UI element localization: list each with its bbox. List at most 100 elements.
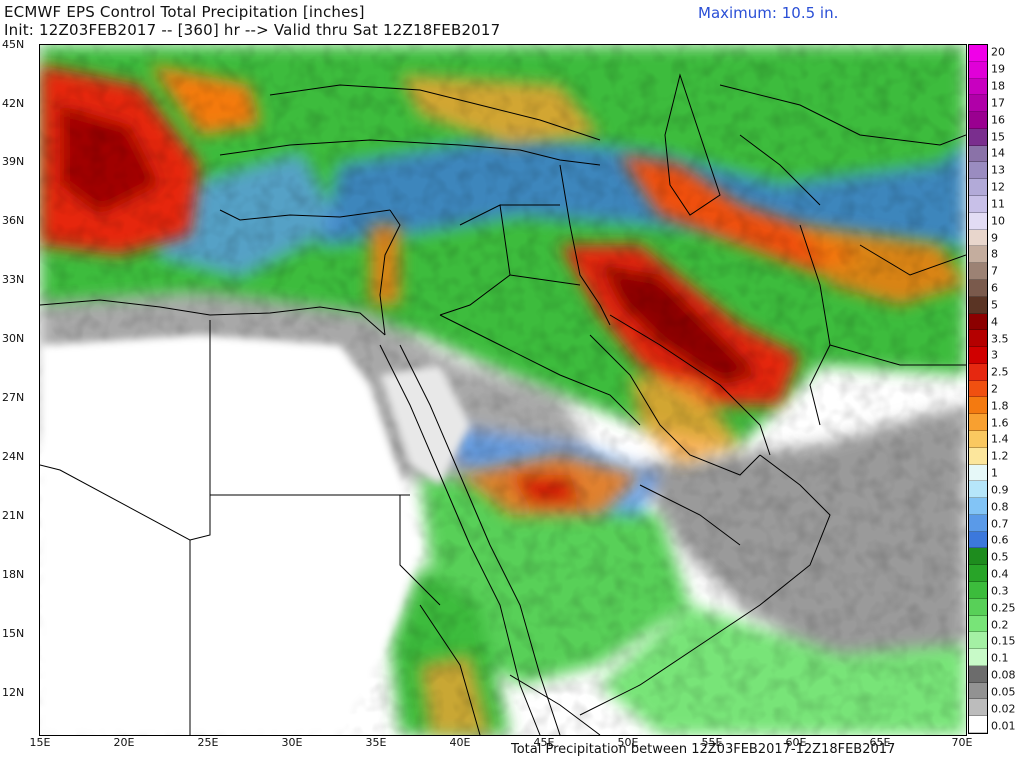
lon-label: 20E bbox=[113, 736, 135, 749]
legend-swatch bbox=[969, 347, 987, 364]
legend-swatch bbox=[969, 397, 987, 415]
legend-swatch bbox=[969, 296, 987, 314]
legend-swatch bbox=[969, 162, 987, 180]
legend-level-label: 1.4 bbox=[991, 432, 1009, 446]
legend-swatch bbox=[969, 565, 987, 582]
legend-swatch bbox=[969, 414, 987, 431]
lat-label: 27N bbox=[2, 391, 25, 404]
legend-swatch bbox=[969, 598, 987, 616]
precipitation-map bbox=[39, 44, 967, 736]
legend-level-label: 2 bbox=[991, 382, 998, 396]
chart-title: ECMWF EPS Control Total Precipitation [i… bbox=[4, 3, 365, 21]
maximum-label: Maximum: 10.5 in. bbox=[698, 4, 839, 22]
legend-swatch bbox=[969, 45, 987, 62]
legend-level-label: 0.1 bbox=[991, 651, 1009, 665]
boundaries bbox=[40, 73, 966, 735]
legend-swatch bbox=[969, 481, 987, 499]
legend-level-label: 0.08 bbox=[991, 668, 1016, 682]
legend-level-label: 0.2 bbox=[991, 618, 1009, 632]
legend-level-label: 9 bbox=[991, 231, 998, 245]
legend-swatch bbox=[969, 229, 987, 247]
lat-label: 36N bbox=[2, 214, 25, 227]
lon-label: 35E bbox=[365, 736, 387, 749]
legend-level-label: 15 bbox=[991, 130, 1005, 144]
legend-level-label: 14 bbox=[991, 146, 1005, 160]
lat-label: 33N bbox=[2, 273, 25, 286]
legend-swatch bbox=[969, 330, 987, 348]
legend-swatch bbox=[969, 246, 987, 264]
legend-swatch bbox=[969, 145, 987, 163]
legend-swatch bbox=[969, 212, 987, 230]
legend-level-label: 0.3 bbox=[991, 584, 1009, 598]
legend-swatch bbox=[969, 363, 987, 381]
legend-level-label: 17 bbox=[991, 96, 1005, 110]
lat-label: 18N bbox=[2, 568, 25, 581]
legend-level-label: 3 bbox=[991, 348, 998, 362]
legend-swatch bbox=[969, 430, 987, 448]
legend-swatch bbox=[969, 128, 987, 146]
legend-swatch bbox=[969, 699, 987, 717]
lat-label: 12N bbox=[2, 686, 25, 699]
lon-label: 55E bbox=[701, 736, 723, 749]
legend-swatch bbox=[969, 179, 987, 197]
lon-label: 60E bbox=[785, 736, 807, 749]
legend-swatch bbox=[969, 464, 987, 482]
legend-swatch bbox=[969, 61, 987, 79]
legend-swatch bbox=[969, 716, 987, 734]
legend-swatch bbox=[969, 649, 987, 666]
legend-level-label: 8 bbox=[991, 247, 998, 261]
lon-label: 15E bbox=[29, 736, 51, 749]
dry-area bbox=[40, 335, 470, 735]
legend-level-label: 0.8 bbox=[991, 500, 1009, 514]
lon-label: 45E bbox=[533, 736, 555, 749]
lon-label: 50E bbox=[617, 736, 639, 749]
legend-level-label: 1.6 bbox=[991, 416, 1009, 430]
precip-period-caption: Total Precipitation between 12Z03FEB2017… bbox=[511, 742, 896, 757]
legend-swatch bbox=[969, 582, 987, 599]
lat-label: 30N bbox=[2, 332, 25, 345]
legend-level-label: 1 bbox=[991, 466, 998, 480]
legend-swatch bbox=[969, 514, 987, 532]
legend-level-label: 1.8 bbox=[991, 399, 1009, 413]
precipitation-map-svg bbox=[40, 45, 966, 735]
legend-level-label: 0.7 bbox=[991, 517, 1009, 531]
legend-level-label: 13 bbox=[991, 163, 1005, 177]
lat-label: 21N bbox=[2, 509, 25, 522]
legend-level-label: 10 bbox=[991, 214, 1005, 228]
legend-level-label: 0.05 bbox=[991, 685, 1016, 699]
legend-level-label: 0.4 bbox=[991, 567, 1009, 581]
legend-swatch bbox=[969, 447, 987, 465]
color-legend-bar bbox=[968, 44, 988, 734]
legend-level-label: 20 bbox=[991, 45, 1005, 59]
legend-level-label: 0.01 bbox=[991, 719, 1016, 733]
lat-label: 24N bbox=[2, 450, 25, 463]
lon-label: 30E bbox=[281, 736, 303, 749]
legend-level-label: 19 bbox=[991, 62, 1005, 76]
legend-swatch bbox=[969, 498, 987, 515]
legend-swatch bbox=[969, 548, 987, 566]
chart-init-valid-line: Init: 12Z03FEB2017 -- [360] hr --> Valid… bbox=[4, 21, 501, 39]
legend-swatch bbox=[969, 279, 987, 297]
legend-swatch bbox=[969, 112, 987, 129]
legend-level-label: 16 bbox=[991, 113, 1005, 127]
lat-label: 42N bbox=[2, 97, 25, 110]
legend-level-label: 0.02 bbox=[991, 702, 1016, 716]
legend-swatch bbox=[969, 682, 987, 700]
lon-label: 70E bbox=[951, 736, 973, 749]
legend-level-label: 3.5 bbox=[991, 332, 1009, 345]
legend-swatch bbox=[969, 615, 987, 633]
legend-swatch bbox=[969, 263, 987, 280]
legend-swatch bbox=[969, 531, 987, 549]
legend-level-label: 0.6 bbox=[991, 533, 1009, 547]
legend-swatch bbox=[969, 78, 987, 96]
legend-level-label: 6 bbox=[991, 281, 998, 295]
legend-level-label: 0.5 bbox=[991, 550, 1009, 564]
legend-level-label: 0.25 bbox=[991, 601, 1016, 615]
lat-label: 45N bbox=[2, 38, 25, 51]
legend-level-label: 11 bbox=[991, 197, 1005, 211]
legend-level-label: 0.9 bbox=[991, 483, 1009, 497]
lon-label: 40E bbox=[449, 736, 471, 749]
legend-swatch bbox=[969, 95, 987, 113]
legend-swatch bbox=[969, 196, 987, 213]
legend-level-label: 5 bbox=[991, 298, 998, 312]
